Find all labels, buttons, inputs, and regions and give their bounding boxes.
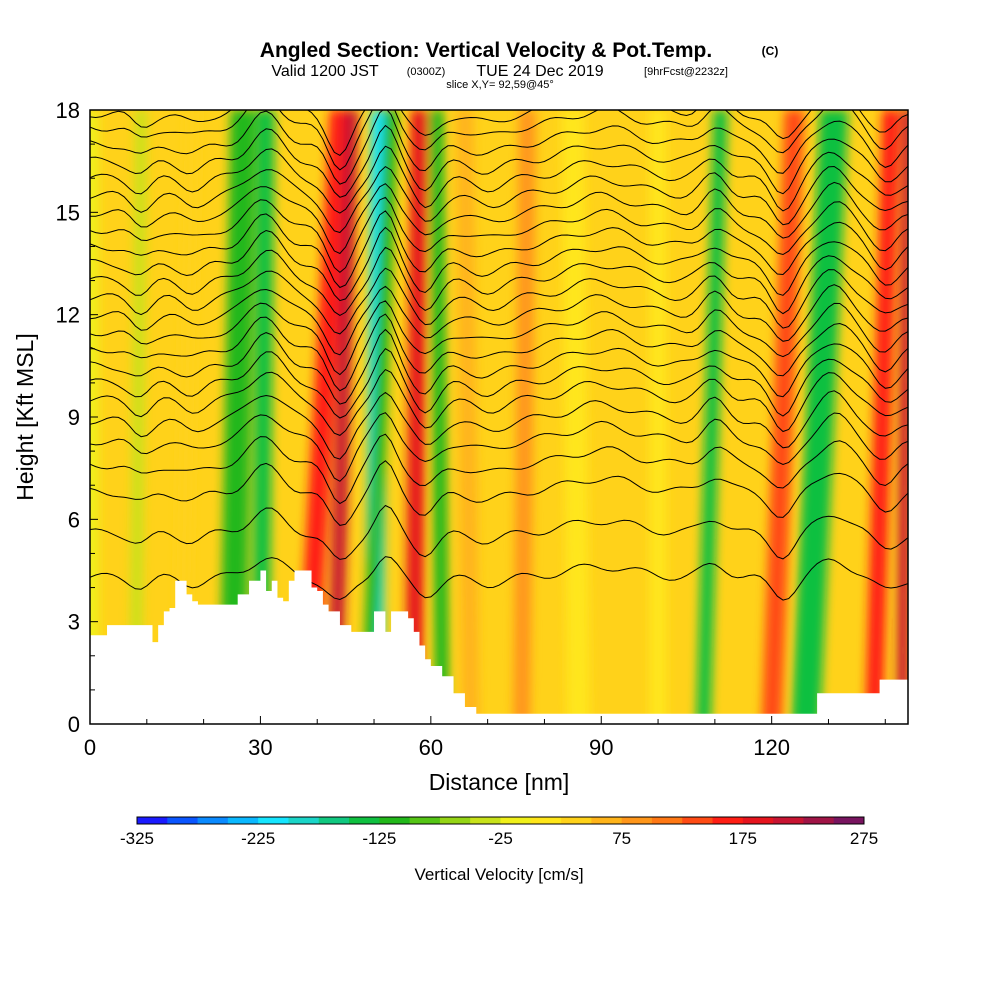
- isotherm-line: [90, 181, 908, 255]
- x-tick-label: 60: [419, 735, 443, 760]
- colorbar-swatch: [833, 817, 865, 824]
- isotherm-line: [90, 267, 908, 335]
- colorbar-swatch: [500, 817, 532, 824]
- isotherm-line: [90, 124, 908, 198]
- valid-time-utc: (0300Z): [407, 66, 446, 78]
- x-axis-title: Distance [nm]: [429, 769, 570, 795]
- chart-title-unit: (C): [762, 44, 779, 58]
- x-tick-label: 0: [84, 735, 96, 760]
- x-tick-label: 90: [589, 735, 613, 760]
- velocity-band: [513, 110, 536, 724]
- y-tick-label: 18: [56, 98, 80, 123]
- colorbar-title: Vertical Velocity [cm/s]: [414, 865, 583, 884]
- colorbar-swatch: [773, 817, 804, 824]
- velocity-band: [896, 110, 908, 724]
- plot-area: [90, 110, 908, 724]
- isotherm-line: [90, 412, 908, 482]
- isotherm-line: [90, 504, 908, 560]
- colorbar-swatch: [288, 817, 320, 824]
- colorbar-swatch: [409, 817, 441, 824]
- isotherm-line: [90, 196, 908, 274]
- colorbar-tick-label: -25: [488, 829, 513, 848]
- colorbar-tick-label: 75: [612, 829, 631, 848]
- isotherm-line: [90, 328, 908, 405]
- colorbar: -325 -225 -125 -25 75 175 275: [120, 816, 878, 848]
- colorbar-swatch: [712, 817, 744, 824]
- potential-temperature-contours: [90, 110, 908, 601]
- velocity-band: [761, 110, 805, 724]
- chart-title: Angled Section: Vertical Velocity & Pot.…: [260, 39, 712, 62]
- isotherm-line: [90, 246, 908, 316]
- isotherm-line: [90, 348, 908, 419]
- isotherm-line: [90, 390, 908, 460]
- y-tick-label: 15: [56, 200, 80, 225]
- y-axis: 0 3 6 9 12 15 18: [56, 98, 98, 737]
- colorbar-tick-label: -225: [241, 829, 275, 848]
- x-tick-label: 120: [753, 735, 790, 760]
- slice-info: slice X,Y= 92,59@45°: [446, 79, 554, 91]
- colorbar-swatch: [621, 817, 653, 824]
- colorbar-tick-label: 175: [729, 829, 757, 848]
- colorbar-swatch: [561, 817, 592, 824]
- colorbar-swatch: [167, 817, 199, 824]
- colorbar-swatch: [682, 817, 714, 824]
- velocity-band: [129, 110, 147, 724]
- velocity-band: [456, 110, 480, 724]
- y-tick-label: 6: [68, 507, 80, 532]
- colorbar-swatch: [258, 817, 289, 824]
- colorbar-swatch: [470, 817, 501, 824]
- isotherm-line: [90, 300, 908, 376]
- colorbar-swatch: [137, 817, 168, 824]
- isotherm-line: [90, 460, 908, 526]
- colorbar-tick-label: 275: [850, 829, 878, 848]
- colorbar-swatch: [379, 817, 411, 824]
- velocity-band: [405, 110, 428, 724]
- velocity-band: [696, 110, 728, 724]
- x-axis: 0 30 60 90 120: [84, 716, 886, 760]
- isotherm-line: [90, 368, 908, 436]
- colorbar-swatch: [227, 817, 259, 824]
- valid-time-prefix: Valid 1200 JST: [271, 63, 379, 80]
- velocity-band: [865, 110, 900, 724]
- y-tick-label: 0: [68, 712, 80, 737]
- velocity-band: [173, 110, 200, 724]
- isotherm-line: [90, 284, 908, 356]
- isotherm-line: [90, 145, 908, 214]
- isotherm-line: [90, 313, 908, 392]
- isotherm-line: [90, 556, 908, 601]
- colorbar-swatch: [591, 817, 623, 824]
- isotherm-line: [90, 226, 908, 302]
- velocity-band: [791, 110, 849, 724]
- colorbar-swatch: [349, 817, 380, 824]
- y-tick-label: 12: [56, 303, 80, 328]
- isotherm-line: [90, 210, 908, 289]
- x-tick-label: 30: [248, 735, 272, 760]
- colorbar-frame: [136, 816, 865, 825]
- isotherm-line: [90, 433, 908, 505]
- colorbar-tick-label: -125: [362, 829, 396, 848]
- colorbar-swatch: [197, 817, 229, 824]
- colorbar-swatch: [439, 817, 471, 824]
- colorbar-swatch: [803, 817, 835, 824]
- isotherm-line: [90, 165, 908, 234]
- y-tick-label: 9: [68, 405, 80, 430]
- y-tick-label: 3: [68, 610, 80, 635]
- isotherm-line: [90, 110, 908, 171]
- isotherm-line: [90, 110, 908, 185]
- colorbar-swatch: [318, 817, 350, 824]
- velocity-band: [361, 110, 399, 724]
- chart-header: Angled Section: Vertical Velocity & Pot.…: [260, 39, 779, 91]
- colorbar-tick-label: -325: [120, 829, 154, 848]
- colorbar-swatch: [530, 817, 562, 824]
- colorbar-swatch: [742, 817, 774, 824]
- y-axis-title: Height [Kft MSL]: [12, 333, 38, 500]
- velocity-band: [251, 110, 275, 724]
- colorbar-swatch: [651, 817, 683, 824]
- valid-date: TUE 24 Dec 2019: [476, 63, 603, 80]
- forecast-info: [9hrFcst@2232z]: [644, 66, 728, 78]
- isotherm-line: [90, 110, 908, 157]
- terrain: [90, 570, 908, 724]
